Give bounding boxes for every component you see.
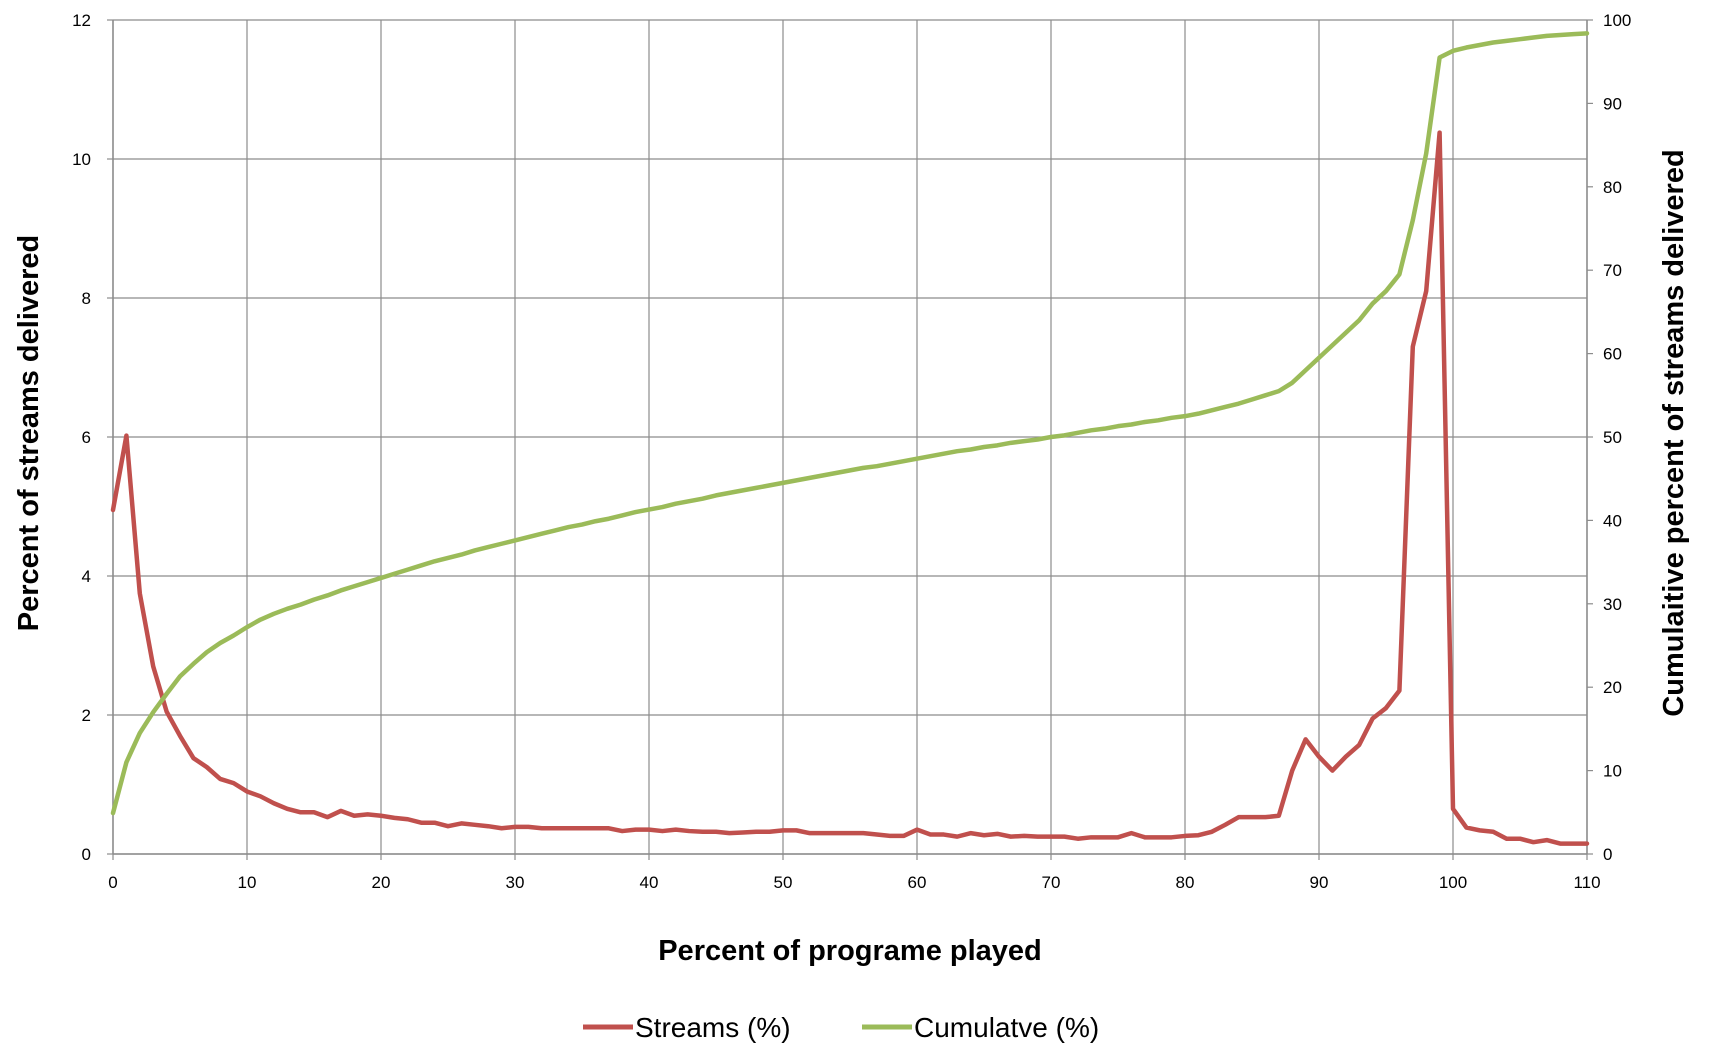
y-tick-label: 0: [82, 845, 91, 864]
series-lines: [110, 31, 1590, 846]
y-tick-label: 6: [82, 428, 91, 447]
y2-axis-title: Cumulaitive percent of streams delivered: [1658, 149, 1690, 716]
tick-labels: 0 10 20 30 40 50 60 70 80 90 100 110024681012010203…: [72, 11, 1631, 892]
y2-tick-label: 20: [1603, 678, 1622, 697]
x-tick-label: 90: [1310, 873, 1329, 892]
y2-tick-label: 0: [1603, 845, 1612, 864]
series-line-streams: [110, 130, 1590, 846]
y-tick-label: 12: [72, 11, 91, 30]
x-tick-label: 80: [1176, 873, 1195, 892]
x-tick-label: 40: [640, 873, 659, 892]
y-tick-label: 4: [82, 567, 91, 586]
y-axis-title: Percent of streams delivered: [13, 235, 45, 632]
y2-tick-label: 60: [1603, 345, 1622, 364]
y2-tick-label: 70: [1603, 261, 1622, 280]
y-tick-label: 2: [82, 706, 91, 725]
x-tick-label: 20: [372, 873, 391, 892]
y-tick-label: 8: [82, 289, 91, 308]
x-tick-label: 110: [1573, 873, 1600, 892]
x-tick-label: 60: [908, 873, 927, 892]
x-tick-label: 30: [506, 873, 525, 892]
x-tick-label: 0: [108, 873, 117, 892]
x-axis-title: Percent of programe played: [658, 935, 1042, 967]
y2-tick-label: 80: [1603, 178, 1622, 197]
series-line-cumulative: [110, 31, 1590, 816]
x-tick-label: 100: [1439, 873, 1467, 892]
y2-tick-label: 10: [1603, 762, 1622, 781]
y2-tick-label: 100: [1603, 11, 1631, 30]
legend: Streams (%) Cumulatve (%): [583, 1012, 1099, 1043]
y-tick-label: 10: [72, 150, 91, 169]
legend-label-streams: Streams (%): [635, 1012, 791, 1043]
y2-tick-label: 90: [1603, 94, 1622, 113]
y2-tick-label: 30: [1603, 595, 1622, 614]
x-tick-label: 50: [774, 873, 793, 892]
y2-tick-label: 50: [1603, 428, 1622, 447]
y2-tick-label: 40: [1603, 511, 1622, 530]
legend-label-cumulative: Cumulatve (%): [914, 1012, 1099, 1043]
x-tick-label: 10: [238, 873, 257, 892]
axes: [107, 19, 1593, 860]
x-tick-label: 70: [1042, 873, 1061, 892]
